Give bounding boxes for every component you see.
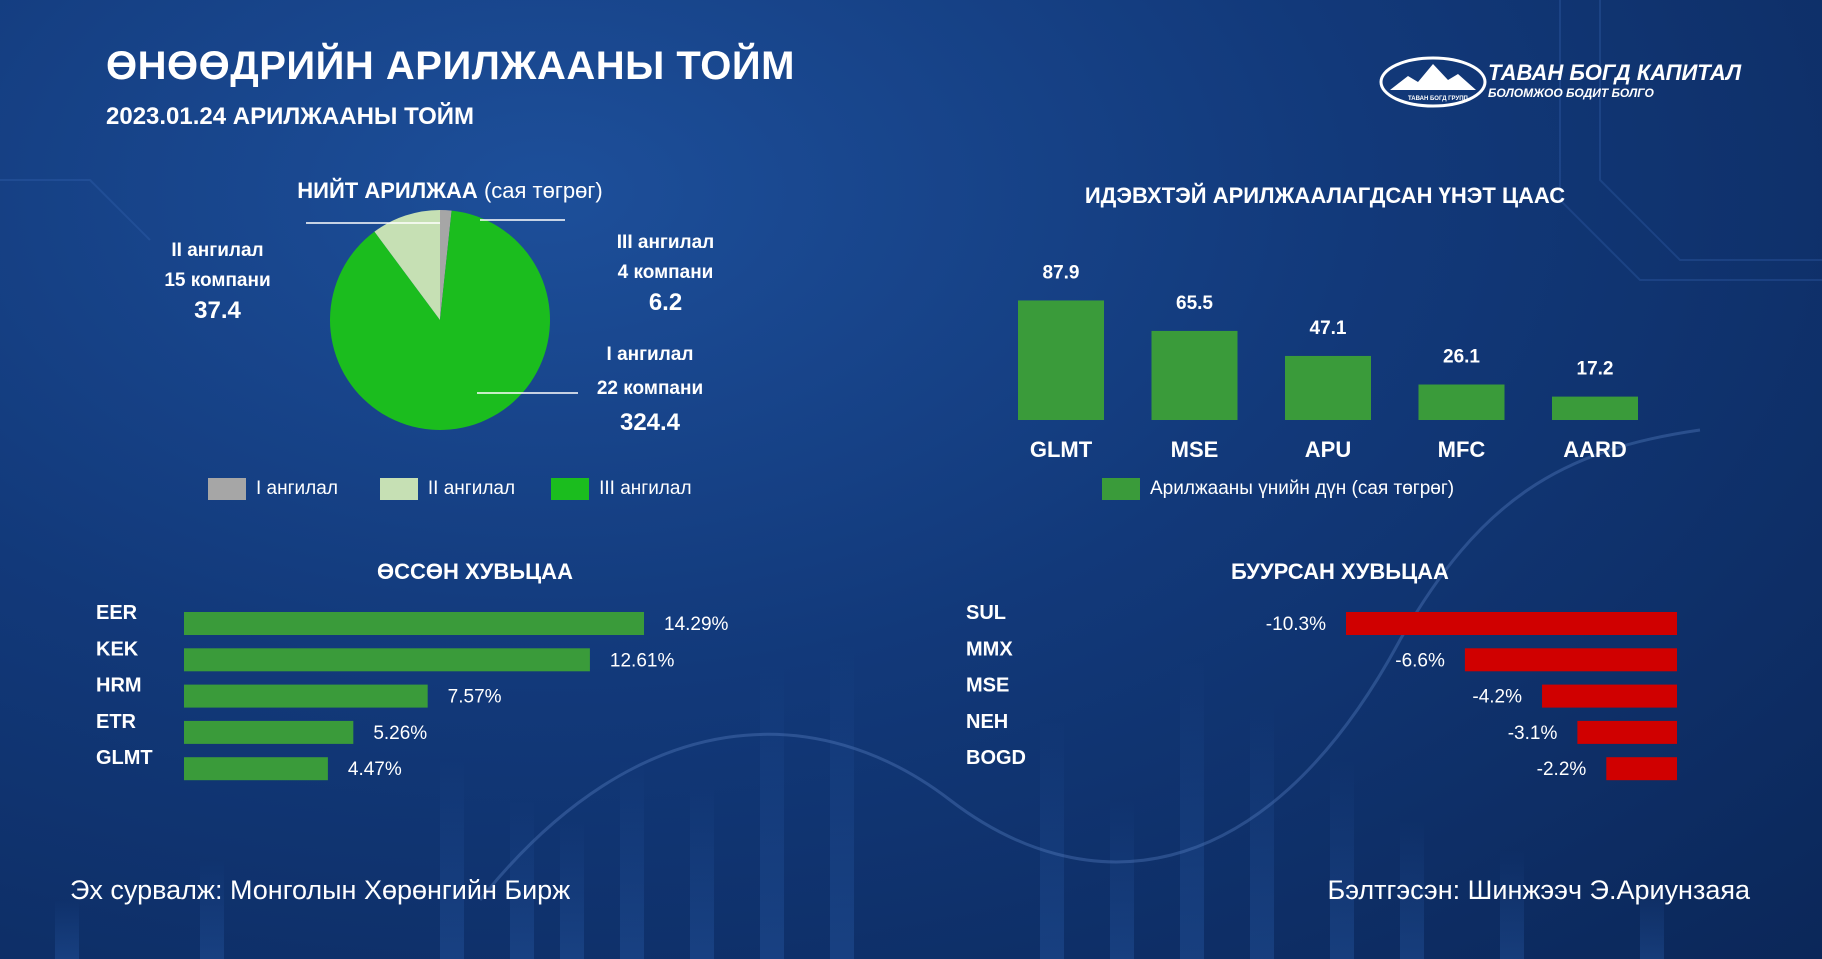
pie-title-unit: (сая төгрөг) [483,178,603,203]
loser-percent-label: -3.1% [1508,723,1558,744]
loser-bar-bogd [1606,757,1677,781]
gainer-bar-eer [184,612,644,635]
loser-bar-mmx [1464,648,1677,672]
legend-label-tier1: I ангилал [256,478,338,499]
bar-category-label: APU [1305,437,1351,462]
bar-category-label: GLMT [1030,437,1093,462]
footer-author: Бэлтгэсэн: Шинжээч Э.Ариунзаяа [1327,875,1750,905]
loser-ticker-label: BOGD [966,747,1026,769]
pie-chart-title: НИЙТ АРИЛЖАА (сая төгрөг) [240,178,660,204]
pie-label-tier2-name: II ангилал [171,240,264,261]
mountain-logo-icon [1379,56,1487,108]
pie-label-tier3: III ангилал 4 компани 6.2 [588,228,743,318]
losers-title: БУУРСАН ХУВЬЦАА [1231,559,1449,584]
legend-label-volume: Арилжааны үнийн дүн (сая төгрөг) [1150,478,1455,499]
pie-title-bold: НИЙТ АРИЛЖАА [297,178,478,203]
bar-value-label: 26.1 [1443,347,1480,368]
gainer-ticker-label: HRM [96,675,142,697]
pie-label-tier1-name: I ангилал [606,344,694,365]
gainer-bar-hrm [184,684,428,708]
gainer-ticker-label: ETR [96,711,137,733]
logo-slogan: БОЛОМЖОО БОДИТ БОЛГО [1488,86,1654,100]
bar-value-label: 47.1 [1310,318,1347,339]
bar-value-label: 65.5 [1176,293,1213,314]
loser-bar-mse [1542,684,1677,708]
pie-label-tier2: II ангилал 15 компани 37.4 [140,236,295,326]
loser-bar-sul [1346,612,1677,635]
loser-ticker-label: MMX [966,638,1013,660]
bar-category-label: MSE [1171,437,1219,462]
pie-label-tier3-count: 4 компани [617,262,714,283]
vertical-bar-chart: 87.9 GLMT 65.5 MSE 47.1 APU 26.1 MFC 17.2 AARD [1018,262,1638,462]
footer-source: Эх сурвалж: Монголын Хөрөнгийн Бирж [70,875,571,905]
bar-value-label: 17.2 [1577,359,1614,380]
pie-slice-tier2 [374,210,440,320]
bar-value-label: 87.9 [1043,262,1080,283]
bar-aard [1552,396,1638,420]
legend-label-tier2: II ангилал [427,478,516,499]
loser-ticker-label: NEH [966,711,1008,733]
logo-name: ТАВАН БОГД КАПИТАЛ [1488,60,1742,85]
loser-percent-label: -2.2% [1537,759,1587,780]
bar-chart-legend: Арилжааны үнийн дүн (сая төгрөг) [1102,478,1454,500]
pie-label-tier1-value: 324.4 [619,409,681,436]
loser-percent-label: -4.2% [1472,687,1522,708]
loser-percent-label: -10.3% [1266,614,1326,635]
bar-category-label: MFC [1438,437,1486,462]
bar-glmt [1018,300,1104,420]
gainers-title: ӨССӨН ХУВЬЦАА [377,559,573,584]
gainer-percent-label: 14.29% [664,614,729,635]
gainer-ticker-label: GLMT [96,747,153,769]
bar-chart-title: ИДЭВХТЭЙ АРИЛЖААЛАГДСАН ҮНЭТ ЦААС [1084,183,1566,208]
gainer-ticker-label: KEK [96,638,139,660]
gainer-bar-etr [184,720,354,744]
gainer-bar-glmt [184,757,328,781]
gainer-percent-label: 12.61% [610,650,675,671]
gainer-percent-label: 7.57% [448,687,502,708]
pie-label-tier2-count: 15 компани [164,270,271,291]
gainer-percent-label: 4.47% [348,759,402,780]
pie-chart [306,210,578,430]
loser-ticker-label: MSE [966,675,1009,697]
logo-group: ТАВАН БОГД ГРУПП [1408,96,1468,102]
legend-swatch-tier3 [551,478,590,500]
pie-label-tier3-value: 6.2 [648,289,683,316]
legend-swatch-volume [1102,478,1140,500]
pie-label-tier3-name: III ангилал [616,232,715,253]
gainer-ticker-label: EER [96,602,138,624]
loser-ticker-label: SUL [966,602,1006,624]
pie-legend: I ангилал II ангилал III ангилал [208,478,692,500]
gainer-bar-kek [184,648,590,672]
bar-apu [1285,355,1371,420]
pie-slice-tier3 [440,210,452,320]
legend-swatch-tier1 [208,478,246,500]
losers-bar-chart: SUL -10.3% MMX -6.6% MSE -4.2% NEH -3.1% BOGD -2.… [966,602,1677,781]
company-logo: ТАВАН БОГД КАПИТАЛ БОЛОМЖОО БОДИТ БОЛГО … [1378,52,1742,112]
legend-label-tier3: III ангилал [599,478,692,499]
gainer-percent-label: 5.26% [373,723,427,744]
loser-bar-neh [1577,720,1677,744]
page-subtitle: 2023.01.24 АРИЛЖААНЫ ТОЙМ [106,103,475,130]
bar-mfc [1418,384,1505,420]
pie-label-tier1: I ангилал 22 компани 324.4 [570,338,730,440]
bar-mse [1151,330,1238,420]
pie-label-tier2-value: 37.4 [194,297,241,324]
bar-category-label: AARD [1563,437,1627,462]
legend-swatch-tier2 [379,478,418,500]
gainers-bar-chart: EER 14.29% KEK 12.61% HRM 7.57% ETR 5.26% GLMT 4.… [96,602,729,781]
pie-slice-tier1 [330,210,550,430]
loser-percent-label: -6.6% [1395,650,1445,671]
page-title: ӨНӨӨДРИЙН АРИЛЖААНЫ ТОЙМ [106,44,795,88]
pie-label-tier1-count: 22 компани [596,378,704,399]
